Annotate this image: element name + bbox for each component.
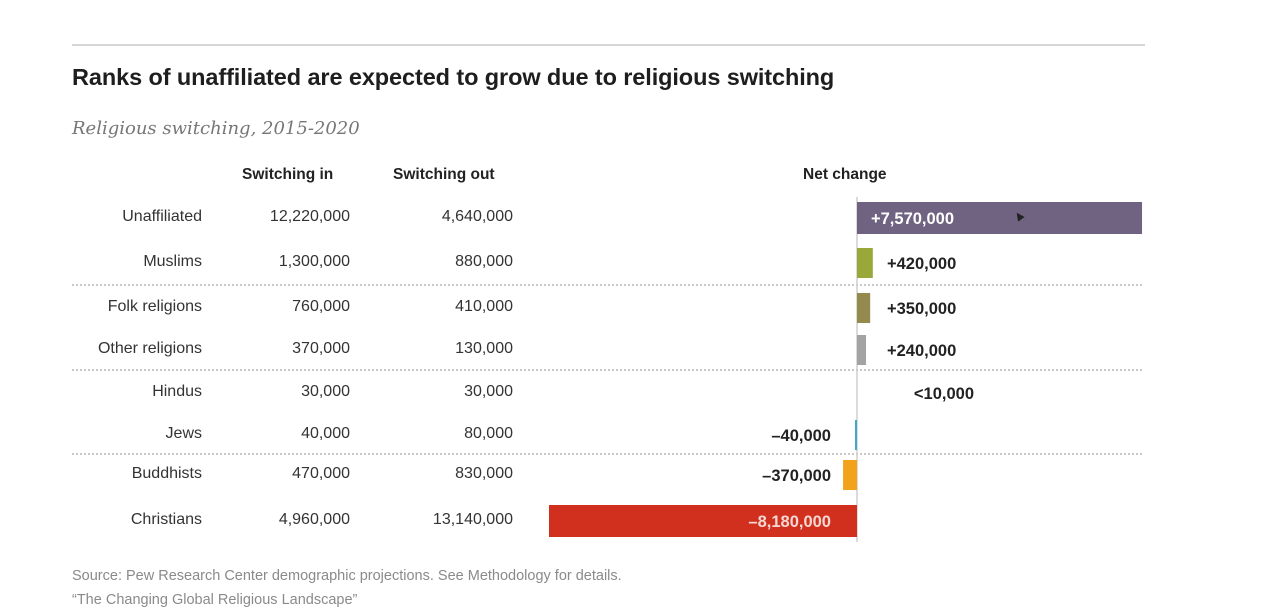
column-header-net-change: Net change bbox=[803, 166, 887, 183]
source-note: Source: Pew Research Center demographic … bbox=[72, 568, 622, 584]
top-rule bbox=[72, 44, 1145, 46]
chart-subtitle: Religious switching, 2015-2020 bbox=[72, 118, 360, 139]
net-change-bar bbox=[857, 335, 867, 365]
switching-in-value: 760,000 bbox=[292, 298, 350, 315]
report-title: “The Changing Global Religious Landscape… bbox=[72, 592, 358, 608]
column-header-switching-in: Switching in bbox=[242, 166, 334, 183]
net-change-bar bbox=[843, 460, 857, 490]
chart-title: Ranks of unaffiliated are expected to gr… bbox=[72, 64, 835, 90]
switching-in-value: 30,000 bbox=[301, 383, 350, 400]
net-change-label: +240,000 bbox=[887, 342, 956, 360]
switching-in-value: 370,000 bbox=[292, 340, 350, 357]
switching-out-value: 130,000 bbox=[455, 340, 513, 357]
switching-out-value: 30,000 bbox=[464, 383, 513, 400]
net-change-label: –370,000 bbox=[762, 467, 831, 485]
net-change-label: <10,000 bbox=[914, 385, 974, 403]
switching-in-value: 4,960,000 bbox=[278, 511, 350, 528]
column-header-switching-out: Switching out bbox=[393, 166, 495, 183]
switching-out-value: 13,140,000 bbox=[432, 511, 513, 528]
row-label: Unaffiliated bbox=[122, 208, 202, 225]
group-separator bbox=[72, 369, 1142, 371]
row-label: Muslims bbox=[143, 253, 202, 270]
group-separator bbox=[72, 453, 1142, 455]
row-label: Buddhists bbox=[131, 465, 202, 482]
net-change-bar bbox=[857, 293, 871, 323]
switching-in-value: 40,000 bbox=[301, 425, 350, 442]
group-separator bbox=[72, 284, 1142, 286]
net-change-label: –40,000 bbox=[771, 427, 831, 445]
row-label: Christians bbox=[130, 511, 202, 528]
net-change-bar bbox=[549, 505, 857, 537]
net-change-bar bbox=[857, 248, 873, 278]
row-label: Hindus bbox=[152, 383, 202, 400]
row-label: Other religions bbox=[97, 340, 202, 357]
switching-out-value: 830,000 bbox=[455, 465, 513, 482]
switching-out-value: 880,000 bbox=[455, 253, 513, 270]
switching-in-value: 12,220,000 bbox=[269, 208, 350, 225]
row-label: Folk religions bbox=[107, 298, 202, 315]
switching-out-value: 410,000 bbox=[455, 298, 513, 315]
net-change-bar bbox=[857, 202, 1143, 234]
row-label: Jews bbox=[165, 425, 202, 442]
net-change-label: +7,570,000 bbox=[871, 210, 954, 228]
switching-in-value: 470,000 bbox=[292, 465, 350, 482]
net-change-label: –8,180,000 bbox=[748, 513, 831, 531]
net-change-label: +420,000 bbox=[887, 255, 956, 273]
switching-out-value: 80,000 bbox=[464, 425, 513, 442]
net-change-bar bbox=[855, 420, 857, 450]
switching-in-value: 1,300,000 bbox=[278, 253, 350, 270]
net-change-label: +350,000 bbox=[887, 300, 956, 318]
switching-out-value: 4,640,000 bbox=[441, 208, 513, 225]
